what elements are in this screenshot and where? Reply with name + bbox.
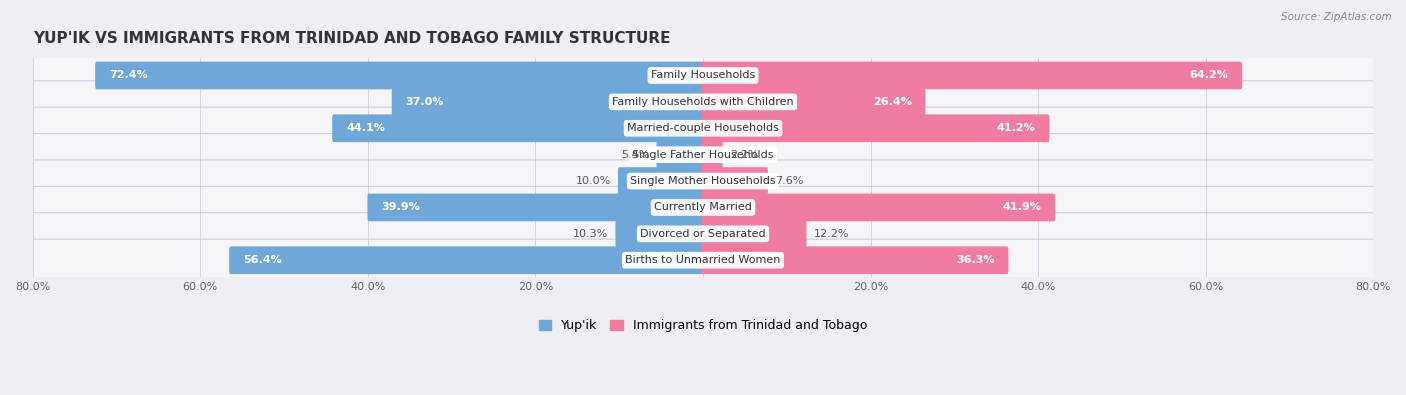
Text: Source: ZipAtlas.com: Source: ZipAtlas.com	[1281, 12, 1392, 22]
FancyBboxPatch shape	[619, 167, 704, 195]
FancyBboxPatch shape	[30, 186, 1376, 229]
Text: 41.2%: 41.2%	[997, 123, 1036, 133]
Text: 56.4%: 56.4%	[243, 255, 281, 265]
Text: 10.0%: 10.0%	[575, 176, 610, 186]
Text: Single Father Households: Single Father Households	[633, 150, 773, 160]
FancyBboxPatch shape	[332, 115, 704, 142]
FancyBboxPatch shape	[616, 220, 704, 248]
FancyBboxPatch shape	[702, 167, 768, 195]
FancyBboxPatch shape	[30, 160, 1376, 202]
Legend: Yup'ik, Immigrants from Trinidad and Tobago: Yup'ik, Immigrants from Trinidad and Tob…	[538, 320, 868, 333]
FancyBboxPatch shape	[392, 88, 704, 116]
Text: 26.4%: 26.4%	[873, 97, 911, 107]
FancyBboxPatch shape	[30, 107, 1376, 149]
FancyBboxPatch shape	[30, 213, 1376, 255]
FancyBboxPatch shape	[702, 194, 1056, 221]
Text: Single Mother Households: Single Mother Households	[630, 176, 776, 186]
Text: 39.9%: 39.9%	[381, 203, 420, 213]
FancyBboxPatch shape	[30, 55, 1376, 97]
Text: Married-couple Households: Married-couple Households	[627, 123, 779, 133]
Text: 10.3%: 10.3%	[574, 229, 609, 239]
FancyBboxPatch shape	[30, 239, 1376, 281]
Text: Family Households: Family Households	[651, 70, 755, 81]
FancyBboxPatch shape	[367, 194, 704, 221]
Text: 64.2%: 64.2%	[1189, 70, 1229, 81]
FancyBboxPatch shape	[702, 115, 1049, 142]
FancyBboxPatch shape	[30, 134, 1376, 176]
FancyBboxPatch shape	[702, 220, 807, 248]
Text: 2.2%: 2.2%	[730, 150, 758, 160]
Text: 37.0%: 37.0%	[405, 97, 444, 107]
Text: 7.6%: 7.6%	[775, 176, 803, 186]
Text: Currently Married: Currently Married	[654, 203, 752, 213]
FancyBboxPatch shape	[96, 62, 704, 89]
FancyBboxPatch shape	[229, 246, 704, 274]
FancyBboxPatch shape	[657, 141, 704, 169]
Text: Births to Unmarried Women: Births to Unmarried Women	[626, 255, 780, 265]
Text: Divorced or Separated: Divorced or Separated	[640, 229, 766, 239]
Text: 12.2%: 12.2%	[814, 229, 849, 239]
FancyBboxPatch shape	[702, 88, 925, 116]
Text: 5.4%: 5.4%	[621, 150, 650, 160]
FancyBboxPatch shape	[30, 81, 1376, 123]
FancyBboxPatch shape	[702, 246, 1008, 274]
FancyBboxPatch shape	[702, 141, 723, 169]
Text: Family Households with Children: Family Households with Children	[612, 97, 794, 107]
Text: 72.4%: 72.4%	[108, 70, 148, 81]
Text: 44.1%: 44.1%	[346, 123, 385, 133]
Text: YUP'IK VS IMMIGRANTS FROM TRINIDAD AND TOBAGO FAMILY STRUCTURE: YUP'IK VS IMMIGRANTS FROM TRINIDAD AND T…	[32, 32, 671, 47]
Text: 41.9%: 41.9%	[1002, 203, 1042, 213]
Text: 36.3%: 36.3%	[956, 255, 994, 265]
FancyBboxPatch shape	[702, 62, 1241, 89]
